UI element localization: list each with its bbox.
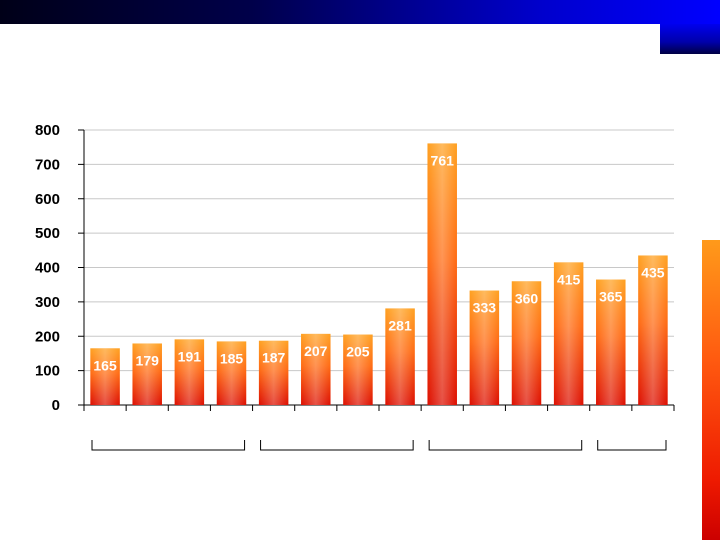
bar-highlight [343,334,373,405]
bar-highlight [596,279,626,405]
bar-highlight [301,333,331,405]
bar-highlight [553,262,584,405]
data-label: 415 [557,271,581,287]
data-label: 435 [641,264,665,280]
y-tick-label: 600 [35,191,60,208]
data-labels: 165 179 191 185 187 207 205 281 761 333 360 415 365 4… [93,152,664,373]
group-bracket [260,440,414,451]
bar-highlight [174,339,205,405]
data-label: 365 [599,289,623,305]
bar-highlight [132,343,162,405]
data-label: 179 [136,352,160,368]
data-label: 360 [515,290,539,306]
group-bracket [91,440,246,451]
group-bracket [597,440,667,451]
data-label: 761 [431,152,455,168]
corner-accent-block [660,24,720,54]
y-tick-label: 0 [52,397,60,414]
bar-highlight [385,308,415,405]
bar-highlight [90,348,120,405]
bar-highlight [258,340,289,405]
y-tick-label: 300 [35,294,60,311]
data-label: 281 [388,317,412,333]
right-accent-stripe [702,240,720,540]
bar-highlight [469,290,500,405]
bar-highlight [638,255,668,405]
top-header-bar [0,0,720,24]
axes [78,129,675,411]
y-tick-label: 800 [35,122,60,139]
bar-highlight [216,341,247,405]
y-tick-label: 200 [35,328,60,345]
bars [90,143,668,405]
y-tick-label: 700 [35,156,60,173]
gridlines [84,129,674,372]
data-label: 205 [346,344,370,360]
y-tick-labels: 0 100 200 300 400 500 600 700 800 [35,122,60,414]
group-brackets [91,440,667,451]
data-label: 207 [304,343,328,359]
data-label: 333 [473,300,497,316]
y-tick-label: 500 [35,225,60,242]
data-label: 187 [262,350,286,366]
data-label: 165 [93,357,117,373]
bar-highlight [427,143,457,405]
group-bracket [428,440,583,451]
bar-highlight [511,281,542,405]
y-tick-label: 100 [35,363,60,380]
data-label: 191 [178,348,202,364]
y-tick-label: 400 [35,260,60,277]
data-label: 185 [220,350,244,366]
